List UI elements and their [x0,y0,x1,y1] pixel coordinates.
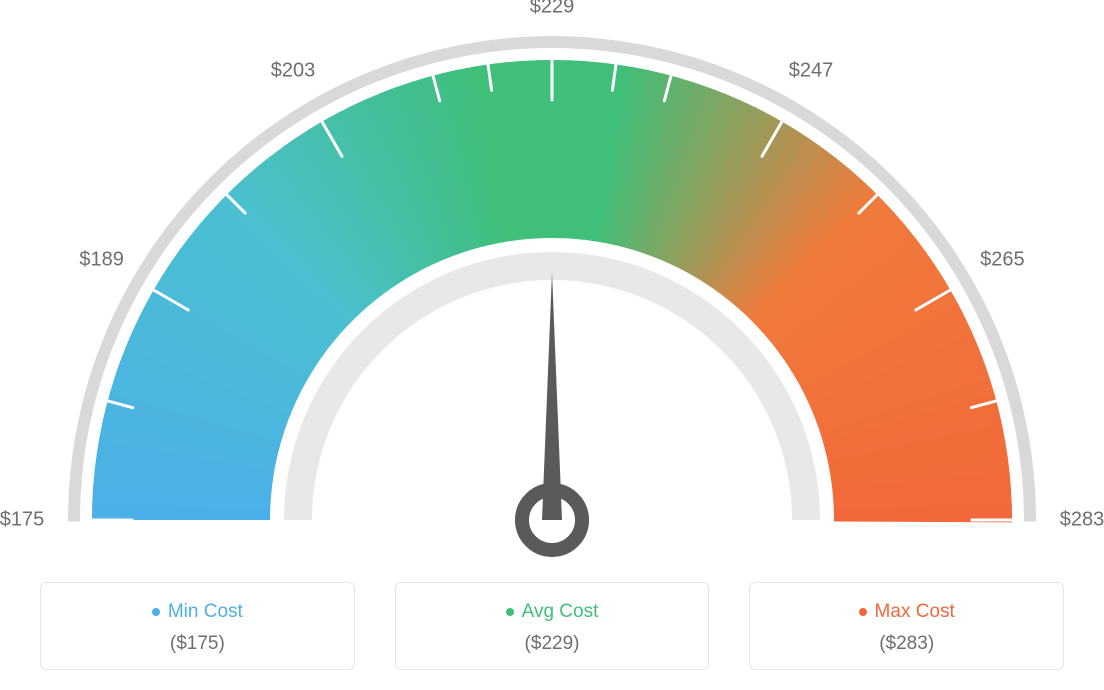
tick-label: $283 [1060,509,1104,532]
legend-value-avg: ($229) [406,633,699,655]
legend-dot-avg [506,608,514,616]
legend-title-avg: Avg Cost [506,601,599,623]
gauge-container: $175 $189 $203 $229 $247 $265 $283 [0,0,1104,560]
legend-dot-max [859,608,867,616]
legend-title-max: Max Cost [859,601,955,623]
legend-title-min: Min Cost [152,601,243,623]
legend-label-max: Max Cost [875,601,955,623]
tick-label: $265 [980,249,1025,272]
tick-label: $189 [79,249,124,272]
legend-label-avg: Avg Cost [522,601,599,623]
legend-value-min: ($175) [51,633,344,655]
legend-dot-min [152,608,160,616]
gauge-svg [0,0,1104,560]
legend-value-max: ($283) [760,633,1053,655]
legend-card-avg: Avg Cost ($229) [395,582,710,670]
tick-label: $229 [530,0,575,19]
legend-card-max: Max Cost ($283) [749,582,1064,670]
legend-row: Min Cost ($175) Avg Cost ($229) Max Cost… [0,582,1104,670]
tick-label: $247 [789,60,834,83]
tick-label: $203 [271,60,316,83]
legend-card-min: Min Cost ($175) [40,582,355,670]
legend-label-min: Min Cost [168,601,243,623]
tick-label: $175 [0,509,44,532]
